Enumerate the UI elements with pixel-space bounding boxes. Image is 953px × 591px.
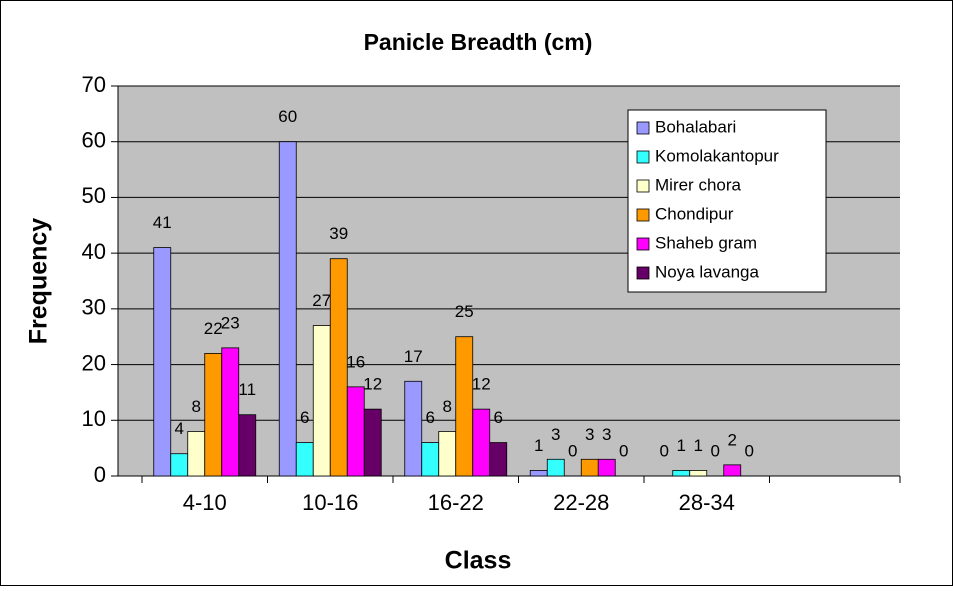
bar [204,353,223,477]
value-label: 0 [745,441,754,460]
legend-swatch [636,208,650,222]
bar [580,458,599,477]
bar [187,431,206,477]
value-label: 27 [312,291,331,310]
legend-label: Komolakantopur [655,146,779,165]
value-label: 12 [472,375,491,394]
y-tick-label: 70 [82,72,106,97]
value-label: 6 [494,408,503,427]
value-label: 3 [551,425,560,444]
value-label: 41 [153,213,172,232]
value-label: 25 [455,302,474,321]
y-tick-label: 40 [82,239,106,264]
legend-swatch [636,179,650,193]
value-label: 3 [585,425,594,444]
y-tick-label: 50 [82,183,106,208]
bar [312,325,331,477]
y-tick-label: 0 [94,462,106,487]
bar [404,380,423,477]
value-label: 6 [300,408,309,427]
value-label: 0 [619,441,628,460]
bar [672,470,691,477]
x-tick-label: 4-10 [183,490,227,515]
bar [438,431,457,477]
value-label: 39 [329,224,348,243]
bar [295,442,314,477]
value-label: 1 [694,436,703,455]
bar [472,408,491,477]
value-label: 0 [660,441,669,460]
bar [346,386,365,477]
bar [170,453,189,477]
legend-label: Shaheb gram [655,233,757,252]
value-label: 11 [238,380,256,399]
y-tick-label: 20 [82,350,106,375]
value-label: 8 [443,397,452,416]
value-label: 2 [728,430,737,449]
bar [153,247,172,477]
x-tick-label: 10-16 [302,490,358,515]
y-tick-label: 30 [82,295,106,320]
value-label: 60 [278,107,297,126]
value-label: 1 [677,436,686,455]
value-label: 0 [711,441,720,460]
legend-swatch [636,237,650,251]
value-label: 17 [404,347,423,366]
chart-title: Panicle Breadth (cm) [364,29,593,55]
y-tick-label: 60 [82,128,106,153]
bar [529,470,548,477]
y-tick-label: 10 [82,406,106,431]
value-label: 1 [534,436,543,455]
legend-label: Bohalabari [655,117,736,136]
x-tick-label: 16-22 [428,490,484,515]
bar [238,414,257,477]
value-label: 22 [204,319,223,338]
legend-swatch [636,150,650,164]
bar [221,347,240,477]
y-axis-label: Frequency [25,218,53,345]
value-label: 6 [426,408,435,427]
bar [597,458,616,477]
legend-label: Noya lavanga [655,262,760,281]
legend-label: Chondipur [655,204,734,223]
value-label: 3 [602,425,611,444]
value-label: 23 [221,313,240,332]
legend-box [627,109,827,293]
x-axis-label: Class [445,547,512,575]
bar [546,458,565,477]
value-label: 8 [192,397,201,416]
bar [689,470,708,477]
bar [329,258,348,477]
value-label: 0 [568,441,577,460]
legend-swatch [636,266,650,280]
bar [455,336,474,477]
value-label: 12 [363,375,382,394]
legend-swatch [636,121,650,135]
bar [363,408,382,477]
bar [489,442,508,477]
x-tick-label: 28-34 [679,490,735,515]
bar [421,442,440,477]
value-label: 16 [346,352,365,371]
value-label: 4 [175,419,184,438]
bar [723,464,742,477]
x-tick-label: 22-28 [553,490,609,515]
bar [278,141,297,477]
legend-label: Mirer chora [655,175,742,194]
